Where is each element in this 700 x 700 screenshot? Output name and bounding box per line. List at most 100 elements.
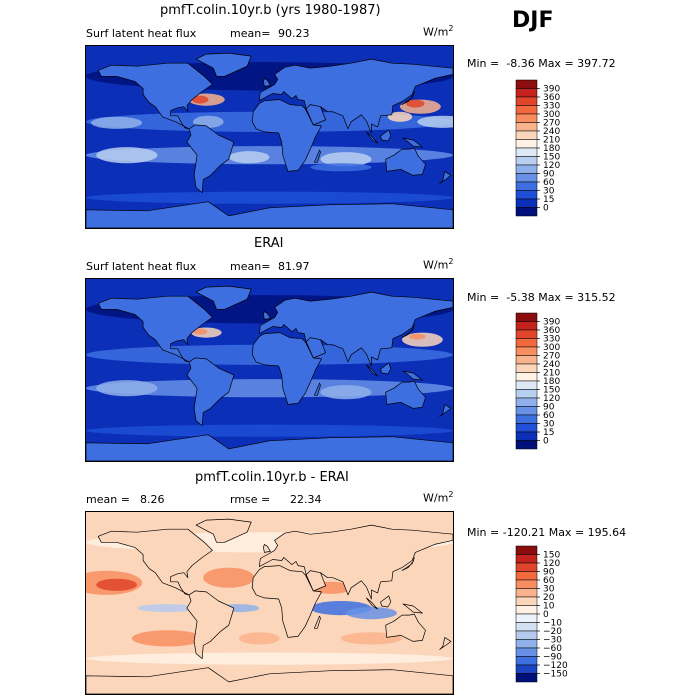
panel-3-colorbar-tick: −90 bbox=[543, 653, 562, 663]
panel-2-colorbar-swatch bbox=[515, 338, 538, 348]
panel-1-coastline-japan bbox=[401, 91, 415, 105]
panel-1-colorbar-swatch bbox=[515, 105, 538, 115]
panel-3-colorbar-swatch bbox=[515, 647, 538, 657]
panel-3-colorbar-swatch bbox=[515, 656, 538, 666]
panel-3-rmse-value: 22.34 bbox=[290, 493, 322, 506]
panel-1-coastline-new-guinea bbox=[402, 137, 423, 148]
panel-1-colorbar-swatch bbox=[515, 190, 538, 200]
panel-2-coastline-greenland bbox=[195, 285, 252, 310]
panel-2-colorbar-swatch bbox=[515, 440, 538, 450]
panel-1-colorbar-tick: 300 bbox=[543, 110, 560, 120]
panel-3-coastline-arabia-fill bbox=[305, 570, 326, 592]
panel-1-coastline-antarctica bbox=[86, 201, 453, 228]
panel-3-coastline-antarctica bbox=[86, 667, 453, 694]
panel-3-coastline-borneo bbox=[380, 595, 392, 608]
panel-3-colorbar-swatch bbox=[515, 562, 538, 572]
panel-2-units: W/m2 bbox=[423, 257, 454, 272]
panel-1-coastline-uk bbox=[263, 78, 271, 87]
panel-2-mean-value: 81.97 bbox=[278, 260, 310, 273]
panel-2-colorbar-swatch bbox=[515, 397, 538, 407]
panel-2-coastline-antarctica bbox=[86, 434, 453, 461]
panel-3-rmse-label: rmse = bbox=[230, 493, 271, 506]
panel-3-colorbar-tick: 10 bbox=[543, 602, 555, 612]
panel-3-coastline-south-america bbox=[186, 590, 235, 659]
panel-3-colorbar-tick: 0 bbox=[543, 610, 549, 620]
panel-2-colorbar-tick: 330 bbox=[543, 335, 560, 345]
panel-2-colorbar-tick: 300 bbox=[543, 343, 560, 353]
panel-2-colorbar-swatch bbox=[515, 346, 538, 356]
panel-3-coastline-uk bbox=[263, 544, 271, 553]
panel-1-colorbar-swatch bbox=[515, 122, 538, 132]
panel-1-mean-label: mean= bbox=[230, 27, 271, 40]
panel-2-colorbar-swatch bbox=[515, 312, 538, 322]
panel-1-colorbar-swatch bbox=[515, 173, 538, 183]
panel-2-colorbar-swatch bbox=[515, 414, 538, 424]
panel-2-colorbar-swatch bbox=[515, 329, 538, 339]
panel-3-colorbar-swatch bbox=[515, 605, 538, 615]
panel-3-colorbar-swatch bbox=[515, 639, 538, 649]
panel-3-map bbox=[85, 511, 454, 695]
panel-2-coastline-new-zealand bbox=[439, 404, 452, 417]
panel-3-coastline-australia bbox=[385, 613, 426, 642]
panel-1-colorbar-tick: 150 bbox=[543, 153, 560, 163]
panel-2-colorbar-swatch bbox=[515, 389, 538, 399]
panel-1-colorbar-tick: 390 bbox=[543, 85, 560, 95]
panel-2-colorbar-swatch bbox=[515, 423, 538, 433]
panel-1-colorbar-swatch bbox=[515, 156, 538, 166]
panel-3-colorbar-swatch bbox=[515, 571, 538, 581]
panel-1-title: pmfT.colin.10yr.b (yrs 1980-1987) bbox=[160, 3, 381, 18]
panel-1-colorbar-tick: 240 bbox=[543, 127, 560, 137]
panel-1-colorbar-swatch bbox=[515, 88, 538, 98]
panel-1-colorbar-swatch bbox=[515, 139, 538, 149]
panel-1-colorbar-tick: 0 bbox=[543, 204, 549, 214]
panel-2-colorbar-tick: 0 bbox=[543, 437, 549, 447]
panel-1-coastline-eurasia bbox=[258, 58, 453, 134]
panel-3-colorbar-tick: −60 bbox=[543, 644, 562, 654]
panel-1-coastline-africa bbox=[251, 99, 322, 172]
panel-2-colorbar-tick: 15 bbox=[543, 428, 554, 438]
panel-1-minmax: Min = -8.36 Max = 397.72 bbox=[467, 57, 616, 70]
panel-3-coastline-madagascar bbox=[314, 615, 321, 629]
panel-2-title: ERAI bbox=[254, 236, 284, 251]
panel-2-colorbar-tick: 210 bbox=[543, 369, 560, 379]
panel-1-colorbar-tick: 180 bbox=[543, 144, 560, 154]
panel-3-colorbar-swatch bbox=[515, 630, 538, 640]
panel-1-colorbar-swatch bbox=[515, 147, 538, 157]
panel-1-colorbar-swatch bbox=[515, 113, 538, 123]
panel-2-colorbar-swatch bbox=[515, 380, 538, 390]
panel-2-colorbar-swatch bbox=[515, 372, 538, 382]
panel-1-coastline-new-zealand bbox=[439, 171, 452, 184]
panel-2-coastline-borneo bbox=[380, 362, 392, 375]
panel-2-colorbar-tick: 390 bbox=[543, 318, 560, 328]
panel-3-coastline-sumatra bbox=[365, 597, 378, 610]
panel-3-colorbar-tick: −150 bbox=[543, 670, 568, 680]
panel-1-coastline-australia bbox=[385, 147, 426, 176]
panel-3-mean-value: 8.26 bbox=[140, 493, 165, 506]
panel-3-colorbar-swatch bbox=[515, 545, 538, 555]
panel-3-coastline-africa bbox=[251, 565, 322, 638]
panel-3-units: W/m2 bbox=[423, 490, 454, 505]
panel-2-coastline-south-america bbox=[186, 357, 235, 426]
panel-1-colorbar-tick: 270 bbox=[543, 119, 560, 129]
panel-3-colorbar-swatch bbox=[515, 588, 538, 598]
panel-3-coastline-greenland bbox=[195, 518, 252, 543]
panel-1-coastline-south-america bbox=[186, 124, 235, 193]
panel-3-colorbar-tick: 90 bbox=[543, 568, 555, 578]
panel-3-colorbar-tick: −120 bbox=[543, 661, 568, 671]
panel-1-colorbar-swatch bbox=[515, 79, 538, 89]
panel-1-colorbar-tick: 15 bbox=[543, 195, 554, 205]
panel-2-colorbar-swatch bbox=[515, 355, 538, 365]
panel-1-mean-value: 90.23 bbox=[278, 27, 310, 40]
panel-1-coastline-arabia-fill bbox=[305, 104, 326, 126]
panel-2-coastline-japan bbox=[401, 324, 415, 338]
panel-3-colorbar-swatch bbox=[515, 579, 538, 589]
panel-1-coastline-borneo bbox=[380, 129, 392, 142]
panel-1-colorbar-tick: 120 bbox=[543, 161, 560, 171]
panel-1-colorbar-swatch bbox=[515, 96, 538, 106]
panel-2-colorbar-tick: 120 bbox=[543, 394, 560, 404]
panel-2-field-label: Surf latent heat flux bbox=[86, 260, 197, 273]
panel-3-map-field bbox=[86, 512, 453, 694]
